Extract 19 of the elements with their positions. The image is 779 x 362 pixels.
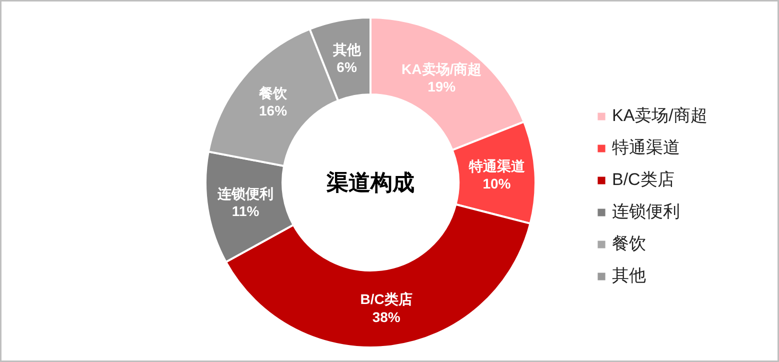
data-label: 10% bbox=[482, 175, 512, 192]
legend-label: 连锁便利 bbox=[612, 201, 680, 223]
data-label: 6% bbox=[336, 59, 358, 76]
legend-label: 特通渠道 bbox=[612, 137, 680, 159]
slice-label: 连锁便利 bbox=[216, 185, 274, 202]
legend-label: 其他 bbox=[612, 265, 646, 287]
slice-label: 餐饮 bbox=[258, 85, 288, 102]
slice-label: 其他 bbox=[332, 41, 362, 58]
data-label: 11% bbox=[232, 203, 260, 220]
slice-label: B/C类店 bbox=[360, 291, 412, 308]
slice-label: 特通渠道 bbox=[468, 158, 526, 174]
legend-label: 餐饮 bbox=[612, 233, 646, 255]
text: 渠道构成 bbox=[326, 170, 414, 195]
legend-label: KA卖场/商超 bbox=[612, 105, 708, 127]
slice-label: KA卖场/商超 bbox=[402, 61, 482, 78]
data-label: 19% bbox=[428, 78, 456, 95]
data-label: 16% bbox=[259, 102, 288, 119]
legend-label: B/C类店 bbox=[612, 169, 674, 191]
data-label: 38% bbox=[372, 308, 401, 325]
